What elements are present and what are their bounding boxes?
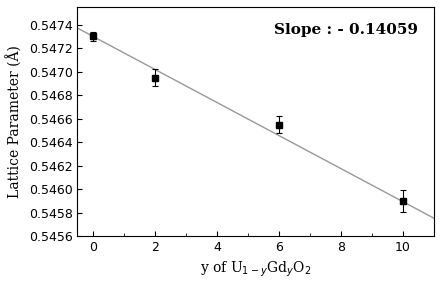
Y-axis label: Lattice Parameter (Å): Lattice Parameter (Å) (7, 45, 23, 198)
Text: Slope : - 0.14059: Slope : - 0.14059 (273, 23, 418, 37)
X-axis label: y of U$_{1-y}$Gd$_y$O$_2$: y of U$_{1-y}$Gd$_y$O$_2$ (200, 260, 311, 279)
